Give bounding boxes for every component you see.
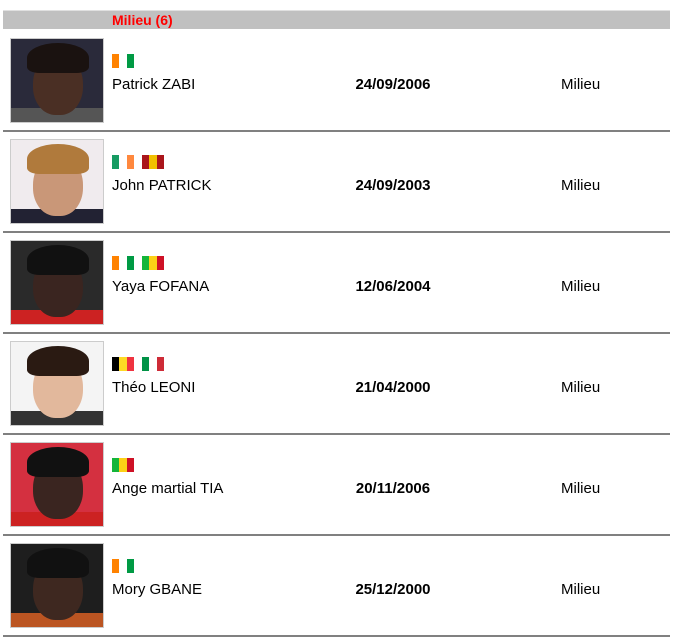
- player-row[interactable]: Théo LEONI 21/04/2000 Milieu: [3, 334, 670, 435]
- flag-irl-icon: [112, 155, 134, 169]
- flag-esp-icon: [142, 155, 164, 169]
- player-photo[interactable]: [10, 139, 104, 224]
- player-position: Milieu: [561, 278, 601, 295]
- player-position: Milieu: [561, 177, 601, 194]
- player-name[interactable]: John PATRICK: [112, 177, 212, 194]
- player-photo[interactable]: [10, 442, 104, 527]
- nationality-flags: [112, 559, 134, 574]
- player-photo[interactable]: [10, 240, 104, 325]
- nationality-flags: [112, 256, 164, 271]
- player-row[interactable]: Patrick ZABI 24/09/2006 Milieu: [3, 31, 670, 132]
- player-birthdate: 25/12/2000: [355, 581, 431, 598]
- group-title: Milieu (6): [112, 12, 173, 28]
- flag-civ-icon: [112, 256, 134, 270]
- player-row[interactable]: Mory GBANE 25/12/2000 Milieu: [3, 536, 670, 637]
- flag-bel-icon: [112, 357, 134, 371]
- player-name[interactable]: Patrick ZABI: [112, 76, 196, 93]
- nationality-flags: [112, 155, 164, 170]
- player-position: Milieu: [561, 76, 601, 93]
- flag-mli-icon: [142, 256, 164, 270]
- player-photo[interactable]: [10, 38, 104, 123]
- player-birthdate: 12/06/2004: [355, 278, 431, 295]
- flag-civ-icon: [112, 54, 134, 68]
- player-name[interactable]: Ange martial TIA: [112, 480, 224, 497]
- player-position: Milieu: [561, 581, 601, 598]
- player-name[interactable]: Mory GBANE: [112, 581, 203, 598]
- player-position: Milieu: [561, 480, 601, 497]
- nationality-flags: [112, 357, 164, 372]
- player-birthdate: 20/11/2006: [355, 480, 431, 497]
- player-name[interactable]: Yaya FOFANA: [112, 278, 210, 295]
- flag-mli-icon: [112, 458, 134, 472]
- flag-civ-icon: [112, 559, 134, 573]
- player-birthdate: 21/04/2000: [355, 379, 431, 396]
- player-birthdate: 24/09/2006: [355, 76, 431, 93]
- group-header: Milieu (6): [3, 10, 670, 29]
- nationality-flags: [112, 458, 134, 473]
- player-photo[interactable]: [10, 543, 104, 628]
- player-row[interactable]: Ange martial TIA 20/11/2006 Milieu: [3, 435, 670, 536]
- player-row[interactable]: John PATRICK 24/09/2003 Milieu: [3, 132, 670, 233]
- player-birthdate: 24/09/2003: [355, 177, 431, 194]
- player-name[interactable]: Théo LEONI: [112, 379, 196, 396]
- player-photo[interactable]: [10, 341, 104, 426]
- flag-ita-icon: [142, 357, 164, 371]
- nationality-flags: [112, 54, 134, 69]
- player-position: Milieu: [561, 379, 601, 396]
- player-row[interactable]: Yaya FOFANA 12/06/2004 Milieu: [3, 233, 670, 334]
